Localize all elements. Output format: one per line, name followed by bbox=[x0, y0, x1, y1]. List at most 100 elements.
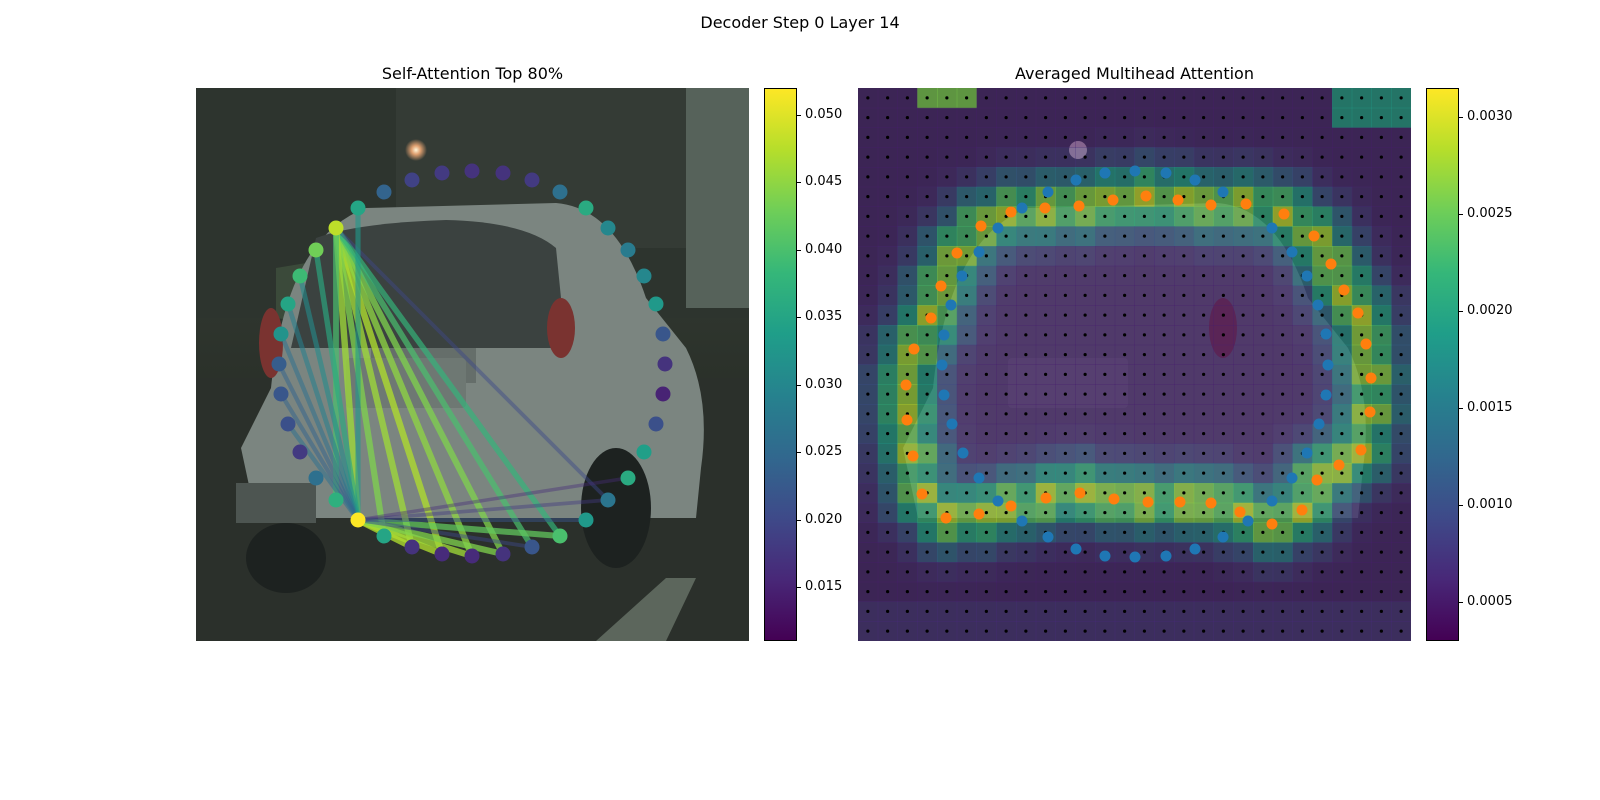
grid-dot bbox=[925, 530, 929, 534]
grid-dot bbox=[965, 570, 969, 574]
grid-dot bbox=[984, 372, 988, 376]
grid-dot bbox=[866, 353, 870, 357]
grid-dot bbox=[1142, 96, 1146, 100]
grid-dot bbox=[965, 353, 969, 357]
grid-dot bbox=[1320, 471, 1324, 475]
grid-dot bbox=[886, 175, 890, 179]
grid-dot bbox=[1340, 175, 1344, 179]
grid-dot bbox=[925, 550, 929, 554]
grid-dot bbox=[1083, 530, 1087, 534]
grid-dot bbox=[1103, 629, 1107, 633]
grid-dot bbox=[1360, 254, 1364, 258]
grid-dot bbox=[1182, 353, 1186, 357]
grid-dot bbox=[1320, 491, 1324, 495]
grid-dot bbox=[1340, 155, 1344, 159]
grid-dot bbox=[1024, 155, 1028, 159]
grid-dot bbox=[1103, 234, 1107, 238]
grid-dot bbox=[1300, 570, 1304, 574]
grid-dot bbox=[965, 116, 969, 120]
grid-dot bbox=[1202, 313, 1206, 317]
grid-dot bbox=[1281, 155, 1285, 159]
colorbar-tick-mark bbox=[797, 452, 801, 453]
grid-dot bbox=[866, 234, 870, 238]
grid-dot bbox=[945, 471, 949, 475]
grid-dot bbox=[1221, 491, 1225, 495]
grid-dot bbox=[984, 293, 988, 297]
grid-dot bbox=[1083, 175, 1087, 179]
grid-dot bbox=[1063, 116, 1067, 120]
grid-dot bbox=[1281, 175, 1285, 179]
grid-dot bbox=[1162, 392, 1166, 396]
grid-dot bbox=[1182, 254, 1186, 258]
colorbar-tick-label: 0.045 bbox=[805, 174, 843, 189]
grid-dot bbox=[1320, 254, 1324, 258]
grid-dot bbox=[905, 629, 909, 633]
grid-dot bbox=[905, 116, 909, 120]
grid-dot bbox=[1063, 214, 1067, 218]
grid-dot bbox=[1281, 511, 1285, 515]
grid-dot bbox=[866, 412, 870, 416]
grid-dot bbox=[905, 550, 909, 554]
grid-dot bbox=[1300, 372, 1304, 376]
blue-point bbox=[1322, 359, 1334, 371]
grid-dot bbox=[965, 155, 969, 159]
grid-dot bbox=[1142, 254, 1146, 258]
grid-dot bbox=[1300, 195, 1304, 199]
grid-dot bbox=[1202, 214, 1206, 218]
grid-dot bbox=[1320, 590, 1324, 594]
grid-dot bbox=[866, 333, 870, 337]
grid-dot bbox=[866, 274, 870, 278]
grid-dot bbox=[1142, 372, 1146, 376]
grid-dot bbox=[905, 491, 909, 495]
grid-dot bbox=[1340, 274, 1344, 278]
grid-dot bbox=[1162, 96, 1166, 100]
grid-dot bbox=[1340, 530, 1344, 534]
grid-dot bbox=[1261, 234, 1265, 238]
grid-dot bbox=[1103, 353, 1107, 357]
query-point bbox=[350, 512, 366, 528]
grid-dot bbox=[1103, 274, 1107, 278]
grid-dot bbox=[1399, 214, 1403, 218]
grid-dot bbox=[1182, 155, 1186, 159]
grid-dot bbox=[1202, 195, 1206, 199]
grid-dot bbox=[1281, 609, 1285, 613]
grid-dot bbox=[925, 195, 929, 199]
grid-dot bbox=[866, 590, 870, 594]
grid-dot bbox=[984, 353, 988, 357]
grid-dot bbox=[1024, 530, 1028, 534]
grid-dot bbox=[1123, 195, 1127, 199]
orange-point bbox=[925, 312, 937, 324]
grid-dot bbox=[945, 214, 949, 218]
self-attention-panel bbox=[196, 88, 749, 641]
blue-point bbox=[1129, 165, 1141, 177]
grid-dot bbox=[945, 530, 949, 534]
grid-dot bbox=[1340, 451, 1344, 455]
grid-dot bbox=[1063, 372, 1067, 376]
grid-dot bbox=[886, 313, 890, 317]
grid-dot bbox=[1182, 372, 1186, 376]
grid-dot bbox=[925, 175, 929, 179]
grid-dot bbox=[1004, 372, 1008, 376]
grid-dot bbox=[1281, 293, 1285, 297]
grid-dot bbox=[1221, 570, 1225, 574]
grid-dot bbox=[1024, 195, 1028, 199]
grid-dot bbox=[984, 254, 988, 258]
grid-dot bbox=[866, 471, 870, 475]
grid-dot bbox=[1123, 293, 1127, 297]
grid-dot bbox=[1142, 511, 1146, 515]
grid-dot bbox=[945, 491, 949, 495]
grid-dot bbox=[1123, 629, 1127, 633]
orange-point bbox=[1352, 307, 1364, 319]
grid-dot bbox=[925, 135, 929, 139]
grid-dot bbox=[1202, 570, 1206, 574]
grid-dot bbox=[1202, 471, 1206, 475]
grid-dot bbox=[1241, 293, 1245, 297]
grid-dot bbox=[1379, 353, 1383, 357]
grid-dot bbox=[1162, 471, 1166, 475]
grid-dot bbox=[1004, 590, 1008, 594]
grid-dot bbox=[984, 214, 988, 218]
grid-dot bbox=[1320, 550, 1324, 554]
grid-dot bbox=[1261, 155, 1265, 159]
grid-dot bbox=[1202, 234, 1206, 238]
grid-dot bbox=[1083, 629, 1087, 633]
